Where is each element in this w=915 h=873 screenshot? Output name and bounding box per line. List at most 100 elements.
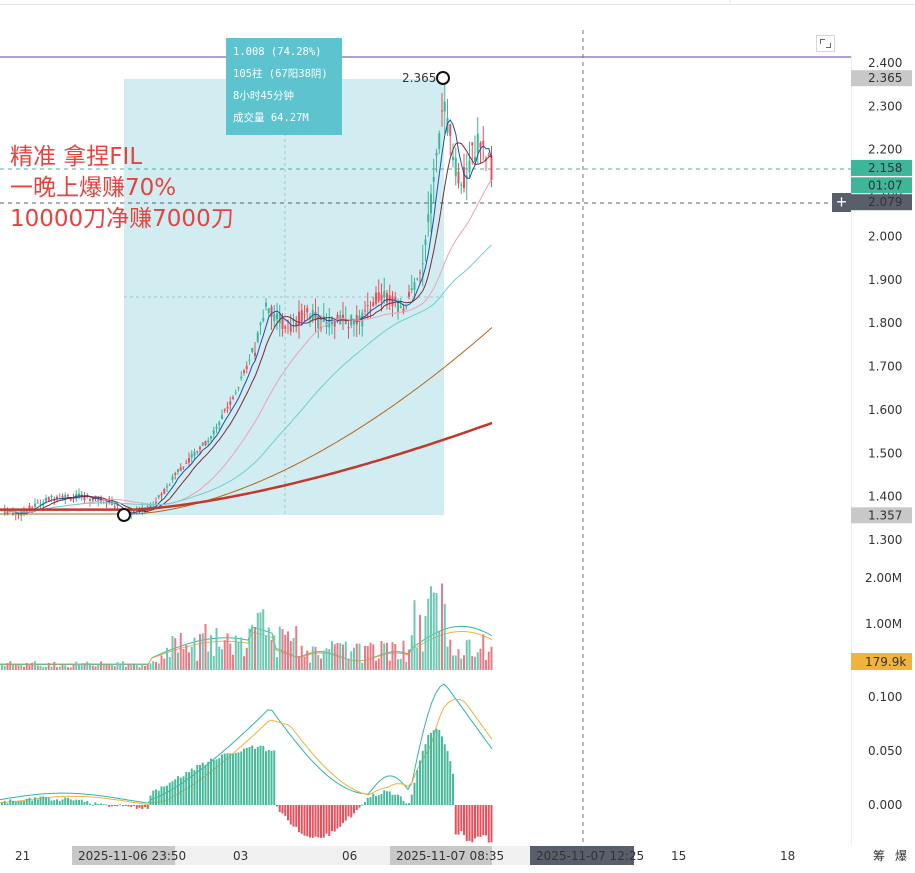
liquidation-icon[interactable]: 爆 — [895, 849, 907, 863]
candle-body — [188, 458, 190, 463]
volume-bar — [89, 663, 91, 670]
macd-tick-label: 0.100 — [868, 690, 902, 704]
macd-histogram-bar — [61, 799, 64, 805]
candle-body — [243, 370, 245, 373]
volume-bar — [149, 663, 152, 670]
volume-bar — [342, 644, 344, 670]
volume-bar — [75, 661, 78, 670]
macd-histogram-bar — [168, 782, 171, 805]
volume-bar — [58, 666, 61, 670]
volume-bar — [399, 658, 402, 670]
candle-body — [465, 175, 468, 178]
macd-histogram-bar — [212, 760, 215, 805]
volume-bar — [45, 666, 47, 670]
candle-body — [163, 489, 166, 494]
chips-icon[interactable]: 筹 — [873, 849, 885, 863]
volume-bar — [199, 634, 201, 670]
candle-body — [366, 305, 369, 307]
volume-bar — [42, 667, 45, 670]
volume-bar — [424, 615, 427, 670]
expand-icon[interactable] — [816, 35, 835, 52]
candle-body — [490, 155, 493, 181]
candle-body — [9, 511, 12, 513]
macd-histogram-bar — [196, 764, 199, 805]
candle-body — [410, 288, 413, 291]
price-tick-label: 1.400 — [868, 490, 902, 504]
candle-body — [89, 498, 91, 501]
volume-bar — [111, 663, 113, 670]
macd-histogram-bar — [490, 805, 493, 843]
macd-histogram-bar — [314, 805, 317, 837]
candle-body — [317, 315, 320, 329]
volume-bar — [331, 641, 333, 670]
macd-histogram-bar — [42, 796, 45, 805]
macd-histogram-bar — [460, 805, 463, 831]
volume-bar — [72, 664, 75, 670]
macd-histogram-bar — [410, 794, 413, 805]
macd-histogram-bar — [207, 761, 210, 805]
macd-histogram-bar — [9, 799, 12, 805]
macd-histogram-bar — [221, 754, 223, 805]
volume-bar — [116, 662, 119, 670]
volume-bar — [320, 658, 322, 670]
macd-histogram-bar — [336, 805, 339, 829]
volume-bar — [350, 651, 353, 670]
volume-bar — [100, 661, 102, 670]
macd-histogram-bar — [64, 797, 67, 805]
macd-histogram-bar — [276, 805, 278, 807]
volume-bar — [80, 663, 83, 670]
candle-body — [45, 498, 47, 501]
add-alert-plus-icon[interactable]: + — [832, 193, 851, 212]
candle-body — [190, 454, 193, 458]
candle-body — [160, 493, 163, 496]
macd-histogram-bar — [361, 804, 364, 806]
candle-body — [34, 503, 36, 507]
volume-bar — [336, 642, 339, 670]
ma-slow-line — [0, 327, 493, 515]
candle-body — [174, 473, 177, 475]
macd-histogram-bar — [138, 805, 141, 808]
volume-tick-label: 1.00M — [865, 617, 902, 631]
volume-bar — [380, 640, 383, 670]
macd-histogram-bar — [23, 800, 25, 805]
macd-histogram-bar — [119, 804, 122, 806]
candle-body — [237, 387, 240, 389]
volume-bar — [292, 637, 295, 670]
candle-body — [314, 311, 317, 320]
volume-bar — [108, 665, 111, 670]
volume-bar — [358, 643, 361, 670]
candle-body — [193, 451, 196, 456]
macd-histogram-bar — [476, 805, 479, 837]
candle-body — [201, 442, 204, 446]
candle-body — [416, 278, 419, 280]
volume-bar — [245, 647, 248, 670]
candle-body — [207, 440, 210, 443]
candle-body — [229, 401, 232, 405]
candle-body — [443, 101, 446, 112]
volume-bar — [215, 627, 218, 670]
price-tick-label: 2.000 — [868, 229, 902, 243]
macd-histogram-bar — [20, 801, 23, 805]
candle-body — [391, 296, 394, 306]
candle-body — [399, 305, 402, 308]
volume-bar — [413, 600, 416, 670]
macd-histogram-bar — [295, 805, 298, 827]
macd-histogram-bar — [25, 798, 28, 805]
candle-body — [155, 502, 157, 504]
volume-bar — [366, 646, 369, 670]
volume-bar — [460, 658, 463, 670]
candle-body — [36, 502, 39, 504]
macd-histogram-bar — [45, 797, 47, 805]
macd-histogram-bar — [89, 803, 91, 805]
candle-body — [278, 313, 281, 324]
macd-histogram-bar — [152, 790, 155, 805]
time-tick-label: 21 — [15, 849, 30, 863]
macd-dif-line — [0, 683, 493, 804]
volume-bar — [347, 658, 350, 670]
macd-histogram-bar — [430, 732, 432, 805]
volume-bar — [50, 666, 53, 670]
volume-bar — [468, 639, 471, 670]
macd-histogram-bar — [232, 753, 234, 805]
macd-histogram-bar — [190, 768, 193, 805]
